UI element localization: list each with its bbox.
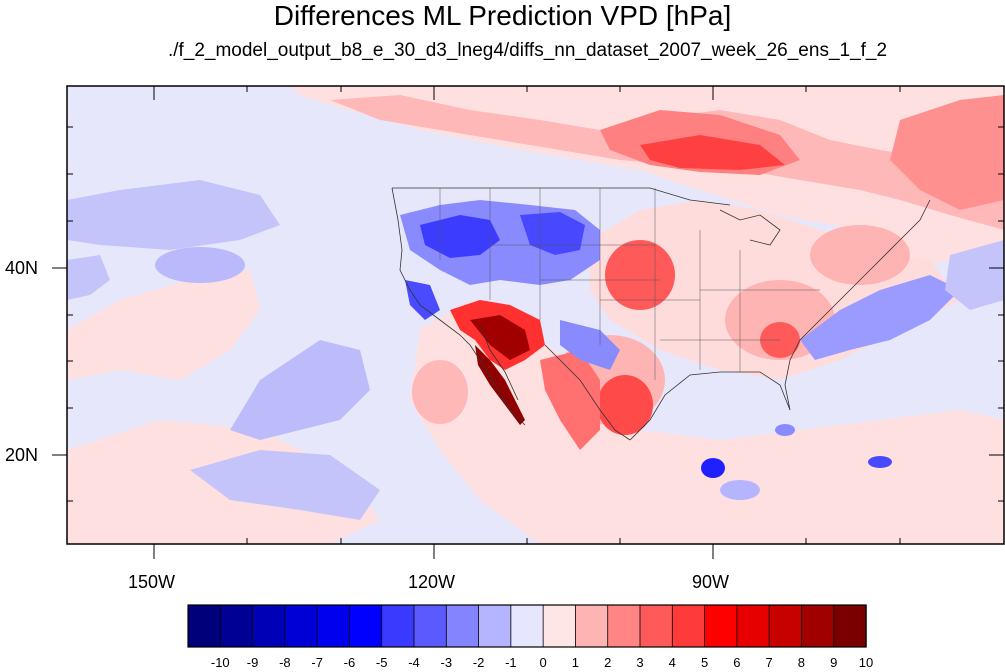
colorbar-label: 8 <box>797 655 806 670</box>
texas-red <box>597 375 653 435</box>
southwest-dark-red <box>470 315 530 360</box>
colorbar-label: -4 <box>408 655 420 670</box>
colorbar-swatch <box>833 604 867 648</box>
colorbar-label: -9 <box>246 655 259 670</box>
pacific-blue-west-edge <box>67 255 110 300</box>
colorbar-outline <box>187 604 867 648</box>
colorbar-label: -7 <box>311 655 323 670</box>
colorbar-swatch <box>316 604 351 648</box>
colorbar-label: -10 <box>210 655 230 670</box>
colorbar-swatch <box>510 604 544 648</box>
colorbar-label: 7 <box>765 655 773 670</box>
colorbar-swatch <box>542 604 577 648</box>
colorbar-label: -8 <box>279 655 291 670</box>
colorbar-swatch <box>252 604 286 648</box>
canada-strong-red <box>640 135 785 170</box>
lat-label-20n: 20N <box>5 445 39 465</box>
baja-offshore-pink <box>412 360 468 424</box>
lon-label-120w: 120W <box>408 572 456 592</box>
colorbar-label: 1 <box>571 655 580 670</box>
colorbar-swatch <box>284 604 318 648</box>
plains-red <box>605 240 675 310</box>
coastline-outlines <box>391 187 931 441</box>
wyoming-strong-blue <box>520 212 585 255</box>
new-mexico-blue <box>560 320 620 370</box>
colorbar-swatch <box>575 604 609 648</box>
map-subtitle: ./f_2_model_output_b8_e_30_d3_lneg4/diff… <box>167 40 888 61</box>
colorbar-label: 4 <box>668 655 676 670</box>
colorbar-swatch <box>801 604 835 648</box>
atlantic-blue-east <box>945 240 1004 310</box>
lon-ticks <box>153 86 901 559</box>
colorbar-swatch <box>349 604 383 648</box>
colorbar-swatch <box>219 604 254 648</box>
northeast-pink <box>810 225 910 285</box>
colorbar-swatch <box>736 604 770 648</box>
colorbar-swatch <box>639 604 673 648</box>
colorbar-label: 2 <box>604 655 612 670</box>
pacific-blue-patch <box>155 247 245 283</box>
colorbar-swatch <box>445 604 480 648</box>
colorbar-label: 9 <box>830 655 838 670</box>
pacific-blue-south <box>190 450 380 520</box>
pacific-pink-west <box>67 270 260 380</box>
lon-label-150w: 150W <box>128 572 176 592</box>
colorbar-label: 10 <box>858 655 874 670</box>
colorbar-swatch <box>704 604 738 648</box>
colorbar-swatch <box>381 604 415 648</box>
colorbar-label: -1 <box>505 655 517 670</box>
colorbar-swatch <box>413 604 447 648</box>
colorbar-label: -5 <box>375 655 388 670</box>
colorbar-label: -2 <box>472 655 485 670</box>
quebec-red <box>890 95 1004 210</box>
lat-ticks <box>52 126 1004 502</box>
baja-dark-red <box>475 345 525 425</box>
california-blue <box>405 280 440 320</box>
lat-label-40n: 40N <box>5 258 39 278</box>
map-title: Differences ML Prediction VPD [hPa] <box>273 0 732 31</box>
colorbar-label: 5 <box>700 655 709 670</box>
colorbar-label: -3 <box>440 655 453 670</box>
pacific-blue-central <box>230 340 370 440</box>
colorbar-label: 6 <box>733 655 741 670</box>
caribbean-blue-spot-east <box>868 456 892 468</box>
colorbar-label: 3 <box>636 655 644 670</box>
colorbar-swatch <box>478 604 512 648</box>
colorbar-label: 0 <box>539 655 547 670</box>
cuba-blue-spot <box>775 424 795 436</box>
colorbar-swatch <box>671 604 706 648</box>
caribbean-blue-spot <box>701 458 725 478</box>
colorbar-swatch <box>607 604 641 648</box>
lon-label-90w: 90W <box>692 572 730 592</box>
colorbar-label: -6 <box>343 655 356 670</box>
colorbar <box>187 604 867 648</box>
pacific-blue-north <box>67 180 280 250</box>
colorbar-swatch <box>187 604 221 648</box>
mexico-plateau-red <box>540 350 600 450</box>
state-borders <box>439 188 820 380</box>
map-field <box>67 86 1004 544</box>
atlantic-blue <box>800 275 960 360</box>
colorbar-swatch <box>768 604 803 648</box>
caribbean-light-blue <box>720 480 760 500</box>
